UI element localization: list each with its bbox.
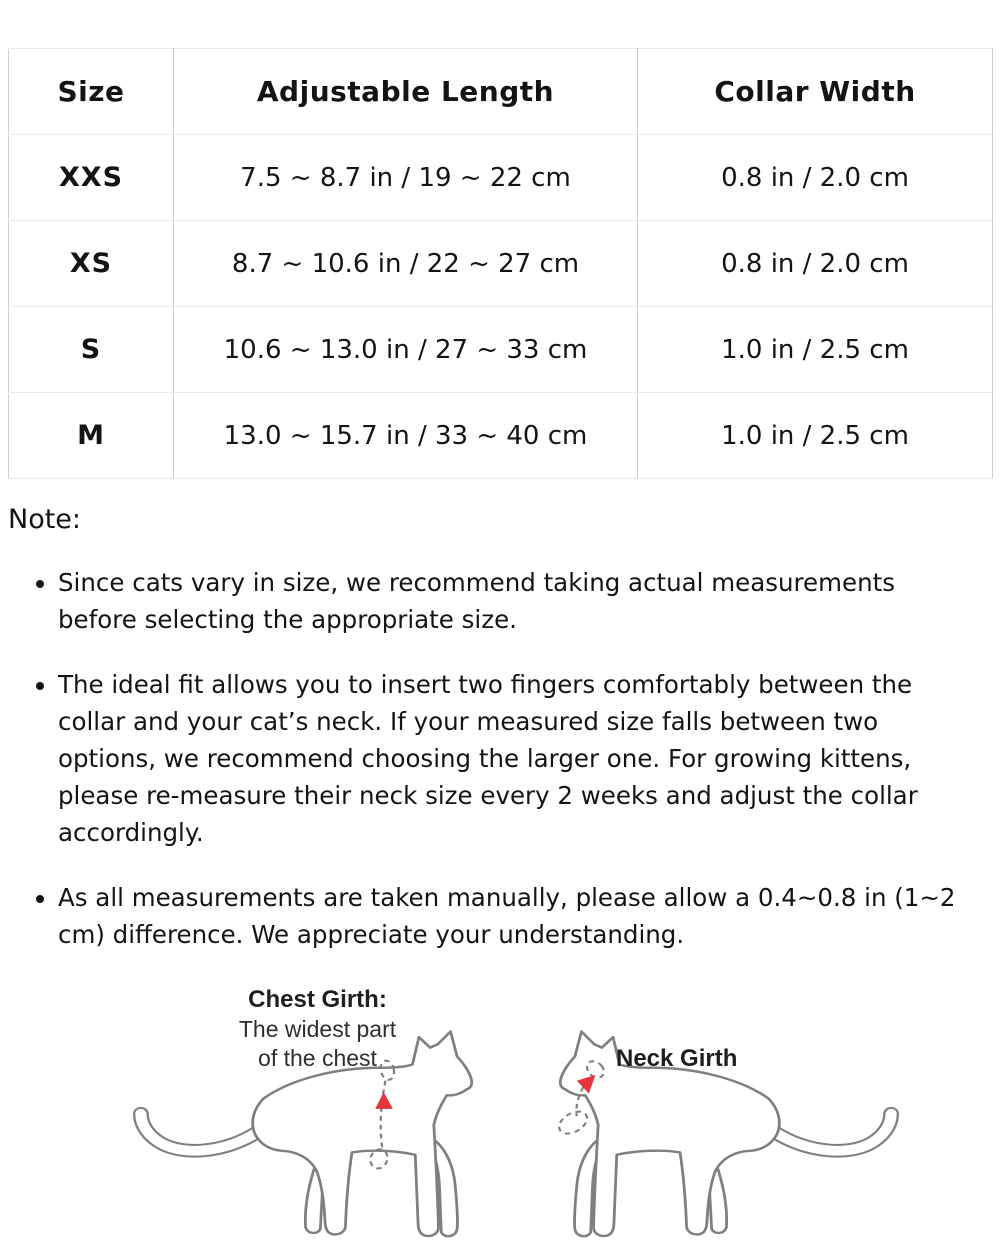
- measurement-diagram: Chest Girth: The widest part of the ches…: [0, 966, 1000, 1248]
- cell-size: S: [8, 306, 174, 393]
- chest-girth-title: Chest Girth:: [248, 986, 387, 1013]
- column-header-size: Size: [8, 48, 174, 135]
- table-header-row: Size Adjustable Length Collar Width: [8, 48, 993, 135]
- chest-girth-subtitle-line1: The widest part: [238, 1016, 397, 1042]
- cell-adjustable-length: 7.5 ~ 8.7 in / 19 ~ 22 cm: [173, 134, 638, 221]
- table-row: M 13.0 ~ 15.7 in / 33 ~ 40 cm 1.0 in / 2…: [8, 392, 993, 479]
- table-row: XS 8.7 ~ 10.6 in / 22 ~ 27 cm 0.8 in / 2…: [8, 220, 993, 307]
- neck-measure-top-loop: [585, 1060, 605, 1079]
- note-bullet-ideal-fit: The ideal fit allows you to insert two f…: [58, 666, 970, 851]
- cell-adjustable-length: 13.0 ~ 15.7 in / 33 ~ 40 cm: [173, 392, 638, 479]
- chest-girth-label: Chest Girth: The widest part of the ches…: [225, 984, 410, 1073]
- cell-size: XS: [8, 220, 174, 307]
- cat-chest-girth-illustration: [126, 992, 498, 1258]
- column-header-adjustable-length: Adjustable Length: [173, 48, 638, 135]
- chest-measure-dashed-line: [379, 1080, 387, 1151]
- chest-measure-arrow-icon: [375, 1091, 393, 1109]
- cell-adjustable-length: 10.6 ~ 13.0 in / 27 ~ 33 cm: [173, 306, 638, 393]
- cell-adjustable-length: 8.7 ~ 10.6 in / 22 ~ 27 cm: [173, 220, 638, 307]
- chest-measure-top-loop: [379, 1059, 396, 1081]
- cell-collar-width: 1.0 in / 2.5 cm: [637, 306, 993, 393]
- cat-neck-girth-illustration: [534, 992, 906, 1258]
- size-chart-table: Size Adjustable Length Collar Width XXS …: [8, 48, 993, 479]
- column-header-collar-width: Collar Width: [637, 48, 993, 135]
- chest-girth-subtitle-line2: of the chest: [258, 1045, 377, 1071]
- note-bullet-manual-measure: As all measurements are taken manually, …: [58, 879, 970, 953]
- cell-collar-width: 1.0 in / 2.5 cm: [637, 392, 993, 479]
- table-row: S 10.6 ~ 13.0 in / 27 ~ 33 cm 1.0 in / 2…: [8, 306, 993, 393]
- note-heading: Note:: [8, 504, 82, 535]
- cell-collar-width: 0.8 in / 2.0 cm: [637, 134, 993, 221]
- note-bullet-measure-first: Since cats vary in size, we recommend ta…: [58, 564, 970, 638]
- table-row: XXS 7.5 ~ 8.7 in / 19 ~ 22 cm 0.8 in / 2…: [8, 134, 993, 221]
- neck-girth-label: Neck Girth: [616, 1045, 738, 1072]
- cell-size: M: [8, 392, 174, 479]
- note-list: Since cats vary in size, we recommend ta…: [0, 564, 1000, 953]
- neck-measure-arrow-icon: [576, 1075, 596, 1094]
- neck-measure-bottom-loop: [557, 1110, 589, 1135]
- cell-collar-width: 0.8 in / 2.0 cm: [637, 220, 993, 307]
- cell-size: XXS: [8, 134, 174, 221]
